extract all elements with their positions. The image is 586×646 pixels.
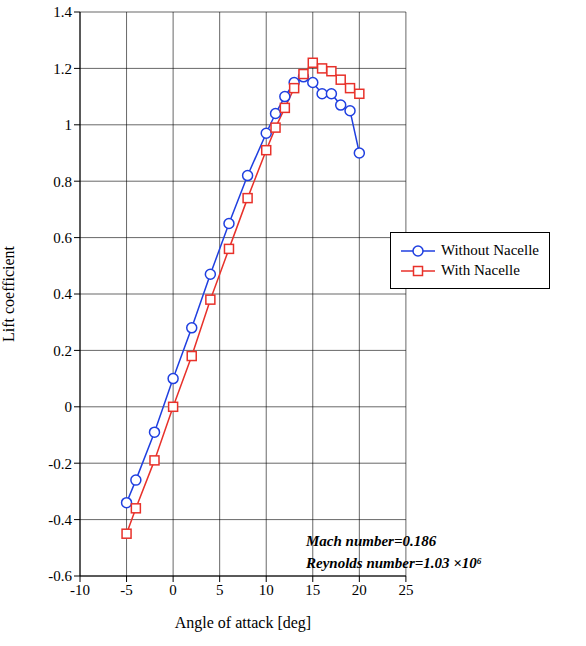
svg-text:0: 0 xyxy=(169,582,177,598)
html-text:With Nacelle: With Nacelle xyxy=(440,262,520,278)
svg-text:20: 20 xyxy=(352,582,367,598)
svg-text:10: 10 xyxy=(259,582,274,598)
svg-text:-0.2: -0.2 xyxy=(48,456,72,472)
svg-text:-0.4: -0.4 xyxy=(48,512,72,528)
svg-text:1.4: 1.4 xyxy=(53,4,72,20)
html-text:Reynolds number=1.03 ×10⁶: Reynolds number=1.03 ×10⁶ xyxy=(306,555,483,571)
svg-text:0.6: 0.6 xyxy=(53,230,72,246)
svg-text:-10: -10 xyxy=(70,582,90,598)
svg-text:0: 0 xyxy=(65,399,73,415)
svg-text:Lift coefficient: Lift coefficient xyxy=(0,245,17,342)
svg-text:1.2: 1.2 xyxy=(53,61,72,77)
svg-text:5: 5 xyxy=(216,582,224,598)
html-text:Without Nacelle: Without Nacelle xyxy=(440,242,539,258)
svg-text:25: 25 xyxy=(398,582,413,598)
svg-text:0.2: 0.2 xyxy=(53,343,72,359)
svg-text:Angle of attack [deg]: Angle of attack [deg] xyxy=(175,614,311,632)
svg-text:-0.6: -0.6 xyxy=(48,568,72,584)
svg-text:0.8: 0.8 xyxy=(53,174,72,190)
svg-text:0.4: 0.4 xyxy=(53,286,72,302)
svg-text:-5: -5 xyxy=(120,582,133,598)
svg-text:1: 1 xyxy=(65,117,73,133)
svg-text:15: 15 xyxy=(305,582,320,598)
html-text:Mach number=0.186: Mach number=0.186 xyxy=(306,533,437,549)
